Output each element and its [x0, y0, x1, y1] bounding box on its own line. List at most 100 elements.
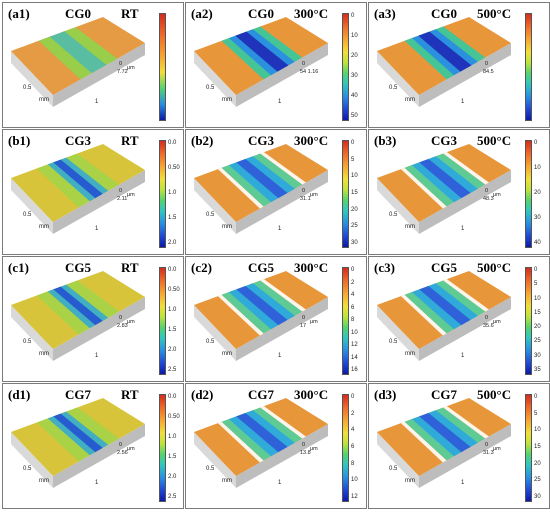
colorbar: [159, 394, 166, 502]
axis-tick-label: 0.5: [389, 339, 398, 345]
colorbar-tick-label: 0: [351, 394, 355, 400]
panel-label: (a3): [374, 6, 396, 21]
figure-panel: 0.5 mm 1 (a3) CG0 500°C 0 84.5: [368, 2, 550, 128]
z-range-top: 0: [119, 315, 123, 321]
wear-track-edge: [400, 294, 447, 336]
z-range-top: 0: [119, 188, 123, 194]
colorbar-tick-label: 25: [534, 477, 541, 484]
surface-3d-plot: 0.5 mm 1: [194, 17, 328, 107]
surface-side-front: [53, 297, 145, 361]
colorbar-tick-label: 20: [534, 460, 541, 467]
colorbar-tick-label: 30: [351, 240, 358, 246]
colorbar-tick-label: 2.0: [168, 474, 177, 480]
wear-track-deep: [236, 412, 288, 453]
surface-side-left: [11, 51, 53, 107]
test-condition: RT: [121, 260, 139, 275]
axis-tick-label: 1: [278, 226, 282, 232]
figure-panel: 0.5 mm 1 (c1) CG5 RT 0 2.83 μm 0.0 0.50 1.0 1.5 2.0 2.…: [2, 256, 184, 382]
surface-side-left: [377, 305, 419, 361]
axis-tick-label: 0.5: [389, 466, 398, 472]
sample-code: CG0: [65, 6, 91, 21]
colorbar-tick-label: 20: [351, 206, 358, 213]
surface-3d-plot: 0.5 mm 1: [377, 398, 511, 488]
colorbar-tick-label: 10: [351, 477, 358, 484]
colorbar-tick-label: 0.0: [168, 267, 177, 273]
wear-track-edge: [217, 294, 264, 336]
test-condition: 500°C: [477, 6, 512, 21]
panel-label: (c1): [8, 260, 29, 275]
z-range-value: 84.5: [483, 69, 494, 75]
colorbar-tick-label: 0: [534, 267, 538, 273]
surface-side-front: [53, 170, 145, 234]
wear-track-deep: [53, 286, 103, 326]
z-unit-label: μm: [127, 319, 135, 325]
test-condition: 500°C: [477, 387, 512, 402]
colorbar-tick-label: 0: [534, 140, 538, 146]
z-range-value: 35.6: [483, 323, 494, 329]
colorbar-tick-label: 20: [534, 190, 541, 196]
panel-label: (a1): [8, 6, 30, 21]
axis-unit-label: mm: [222, 224, 232, 230]
surface-side-left: [11, 305, 53, 361]
colorbar-tick-label: 30: [534, 215, 541, 221]
figure-panel: 0.5 mm 1 (b2) CG3 300°C 0 31.1 μm 0 5 10 15 20 25 30: [185, 129, 367, 255]
z-range-top: 0: [302, 315, 306, 321]
wear-track-edge: [400, 167, 447, 209]
test-condition: RT: [121, 6, 139, 21]
surface-side-left: [194, 305, 236, 361]
test-condition: 300°C: [294, 260, 329, 275]
z-range-top: 0: [119, 442, 123, 448]
z-range-top: 0: [302, 442, 306, 448]
panel-label: (d1): [8, 387, 31, 402]
colorbar-tick-label: 25: [351, 223, 358, 230]
z-unit-label: μm: [493, 192, 501, 198]
sample-code: CG3: [248, 133, 274, 148]
colorbar-tick-label: 1.0: [168, 307, 177, 313]
axis-unit-label: mm: [39, 97, 49, 103]
z-range-value: 48.3: [483, 196, 494, 202]
colorbar-tick-label: 30: [534, 352, 541, 359]
colorbar-tick-label: 2.0: [168, 347, 177, 353]
surface-side-left: [377, 51, 419, 107]
colorbar-tick-label: 10: [534, 165, 541, 171]
colorbar-tick-label: 0: [351, 140, 355, 146]
z-range-value: 17: [300, 323, 307, 329]
sample-code: CG7: [431, 387, 457, 402]
z-unit-label: μm: [310, 192, 318, 198]
z-unit-label: μm: [127, 65, 135, 71]
colorbar-tick-label: 8: [351, 317, 355, 323]
wear-track-edge: [443, 152, 489, 185]
axis-unit-label: mm: [222, 478, 232, 484]
figure-panel: 0.5 mm 1 (b3) CG3 500°C 0 48.3 μm 0 10 20 30 40: [368, 129, 550, 255]
test-condition: 300°C: [294, 133, 329, 148]
colorbar-tick-label: 5: [534, 410, 538, 417]
panel-label: (b3): [374, 133, 397, 148]
axis-tick-label: 0.5: [389, 85, 398, 91]
z-range-value: 31.3: [483, 450, 494, 456]
z-unit-label: μm: [493, 319, 501, 325]
colorbar: [525, 394, 532, 502]
axis-tick-label: 0.5: [23, 212, 32, 218]
z-range-value: 2.56: [117, 450, 128, 456]
colorbar-tick-label: 0.50: [168, 165, 180, 171]
colorbar-tick-label: 6: [351, 444, 355, 450]
surface-3d-plot: 0.5 mm 1: [194, 398, 328, 488]
colorbar-tick-label: 1.5: [168, 327, 177, 333]
colorbar-tick-label: 10: [534, 295, 541, 302]
colorbar-tick-label: 6: [351, 304, 355, 311]
test-condition: 300°C: [294, 387, 329, 402]
sample-code: CG3: [431, 133, 457, 148]
colorbar-tick-label: 15: [534, 309, 541, 316]
z-range-value: 13.8: [300, 450, 311, 456]
z-unit-label: μm: [310, 446, 318, 452]
surface-side-front: [419, 43, 511, 107]
figure-panel: 0.5 mm 1 (c2) CG5 300°C 0 17 μm 0 2 4 6 8 10 12 14 16: [185, 256, 367, 382]
wear-track-edge: [217, 421, 264, 463]
figure-panel: 0.5 mm 1 (a1) CG0 RT 0 7.72 μm: [2, 2, 184, 128]
axis-tick-label: 1: [461, 226, 465, 232]
z-range-top: 0: [485, 442, 489, 448]
surface-side-front: [53, 424, 145, 488]
figure-panel: 0.5 mm 1 (b1) CG3 RT 0 2.11 μm 0.0 0.50 1.0 1.5 2.0: [2, 129, 184, 255]
z-range-value: 7.72: [117, 69, 128, 75]
